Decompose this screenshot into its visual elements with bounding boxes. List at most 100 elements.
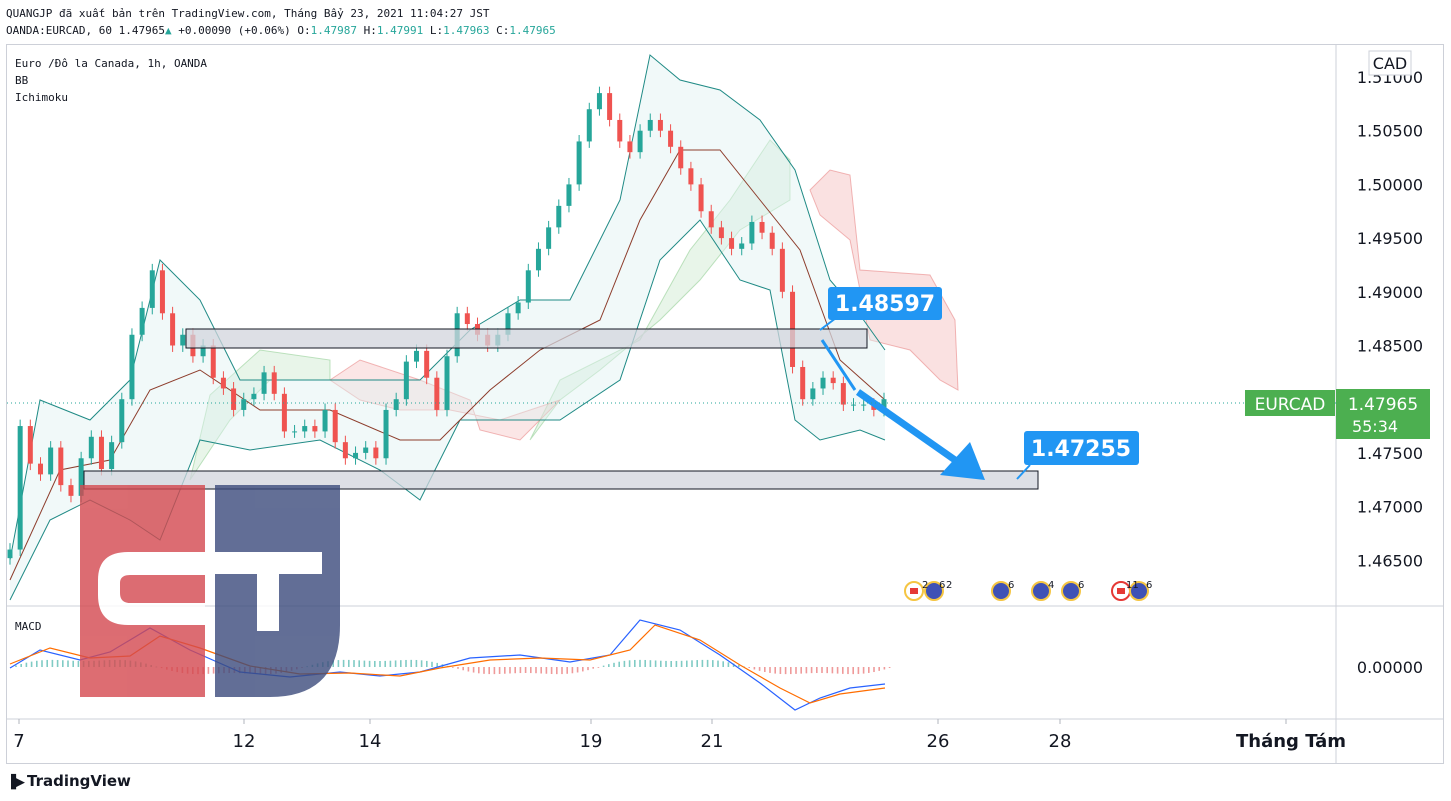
currency-box[interactable] xyxy=(1368,50,1412,76)
callout-upper-bg[interactable] xyxy=(828,287,942,320)
bollinger-basis xyxy=(9,149,886,581)
price-tick-label: 1.50000 xyxy=(1357,175,1423,194)
price-axis[interactable]: 1.510001.505001.500001.495001.490001.485… xyxy=(1357,68,1423,570)
macd-histogram-bar xyxy=(712,660,714,667)
candle-body xyxy=(109,442,115,470)
macd-histogram-bar xyxy=(467,667,470,672)
maple-leaf-icon xyxy=(1117,588,1125,594)
callout-lower-bg[interactable] xyxy=(1024,431,1139,465)
forecast-arrow-shaft[interactable] xyxy=(855,389,958,463)
macd-histogram-bar xyxy=(634,659,636,667)
symbol-badge-text: EURCAD xyxy=(1255,395,1326,415)
price-tick-label: 1.49500 xyxy=(1357,229,1423,248)
macd-histogram-bar xyxy=(857,667,860,674)
eu-flag-icon[interactable] xyxy=(1061,581,1081,601)
time-axis[interactable]: 7 12 14 19 21 26 28 Tháng Tám xyxy=(13,719,1346,752)
candle-body xyxy=(322,409,328,432)
macd-histogram-bar xyxy=(795,667,797,674)
change-text: +0.00090 (+0.06%) xyxy=(178,24,291,37)
support-zone[interactable] xyxy=(83,470,1039,490)
macd-histogram-bar xyxy=(51,659,54,667)
candle-body xyxy=(779,248,785,292)
macd-histogram-bar xyxy=(686,660,688,667)
macd-histogram-bar xyxy=(15,665,17,667)
o-value: 1.47987 xyxy=(310,24,358,37)
candle-body xyxy=(251,393,257,400)
macd-histogram-bar xyxy=(680,660,683,667)
currency-label: CAD xyxy=(1373,54,1407,73)
macd-histogram-bar xyxy=(72,660,74,667)
macd-histogram-bar xyxy=(509,667,511,674)
macd-histogram-bar xyxy=(675,660,678,667)
symbol-line: OANDA:EURCAD, 60 1.47965▲ +0.00090 (+0.0… xyxy=(6,24,556,37)
indicator-ichimoku[interactable]: Ichimoku xyxy=(15,91,68,104)
macd-histogram-bar xyxy=(67,660,69,667)
indicator-macd[interactable]: MACD xyxy=(15,620,42,633)
candle-body xyxy=(708,211,714,228)
indicator-bb[interactable]: BB xyxy=(15,74,29,87)
candle-body xyxy=(231,388,237,410)
candle-body xyxy=(271,372,277,394)
price-tick-label: 1.47000 xyxy=(1357,498,1423,517)
candle-body xyxy=(353,452,359,459)
macd-histogram-bar xyxy=(550,667,553,674)
price-badge-value: 1.47965 xyxy=(1348,395,1418,415)
macd-histogram-bar xyxy=(587,667,589,671)
macd-histogram-bar xyxy=(602,665,605,667)
price-tick-label: 1.50500 xyxy=(1357,122,1423,141)
macd-histogram-bar xyxy=(727,662,730,667)
price-tick-label: 1.47500 xyxy=(1357,444,1423,463)
macd-histogram-bar xyxy=(431,661,433,667)
candle-body xyxy=(525,270,531,303)
macd-histogram-bar xyxy=(873,667,875,673)
macd-histogram-bar xyxy=(25,662,28,667)
candle-body xyxy=(373,447,379,459)
macd-histogram-bar xyxy=(862,667,865,674)
macd-histogram-bar xyxy=(535,667,537,674)
chart-frame[interactable] xyxy=(6,44,1444,764)
macd-histogram-bar xyxy=(358,660,360,667)
eu-flag-icon[interactable] xyxy=(991,581,1011,601)
macd-histogram-bar xyxy=(561,667,563,675)
c-label: C: xyxy=(496,24,510,37)
macd-histogram-bar xyxy=(452,667,454,668)
price-badge[interactable] xyxy=(1336,389,1430,439)
macd-histogram-bar xyxy=(628,660,631,667)
ichimoku-cloud-bull xyxy=(529,139,791,441)
resistance-zone[interactable] xyxy=(185,328,868,349)
eu-flag-icon[interactable] xyxy=(1031,581,1051,601)
candle-body xyxy=(78,458,84,496)
macd-histogram-bar xyxy=(524,667,527,674)
ct-logo-watermark xyxy=(80,485,340,697)
candle-body xyxy=(698,184,704,212)
candle-body xyxy=(7,549,13,559)
candle-body xyxy=(535,248,541,271)
tradingview-mark-icon: ▐▶ xyxy=(6,775,25,790)
macd-histogram-bar xyxy=(774,667,776,674)
candle-body xyxy=(200,345,206,357)
symbol-badge[interactable] xyxy=(1245,390,1335,416)
macd-histogram-bar xyxy=(514,667,516,674)
macd-histogram-bar xyxy=(696,660,698,667)
macd-histogram-bar xyxy=(717,660,719,667)
candle-body xyxy=(170,313,176,346)
eu-flag-icon[interactable] xyxy=(1129,581,1149,601)
macd-histogram-bar xyxy=(363,660,366,667)
time-tick-label: 21 xyxy=(701,731,724,752)
eu-flag-icon[interactable] xyxy=(924,581,944,601)
callout-pointer xyxy=(1016,464,1031,480)
macd-histogram-bar xyxy=(888,667,891,669)
event-count: 6 xyxy=(1078,580,1084,591)
event-count: 11 xyxy=(1126,580,1139,591)
candle-body xyxy=(180,334,186,346)
macd-histogram-bar xyxy=(374,660,376,667)
macd-histogram-bar xyxy=(748,667,750,668)
candle-body xyxy=(749,221,755,244)
macd-histogram-bar xyxy=(800,667,802,674)
candle-body xyxy=(241,399,247,410)
bollinger-band-fill xyxy=(10,55,885,600)
events-row[interactable]: 2 6 2 6 4 6 11 6 xyxy=(904,580,1152,601)
candle-body xyxy=(342,442,348,459)
event-count: 6 xyxy=(1146,580,1152,591)
